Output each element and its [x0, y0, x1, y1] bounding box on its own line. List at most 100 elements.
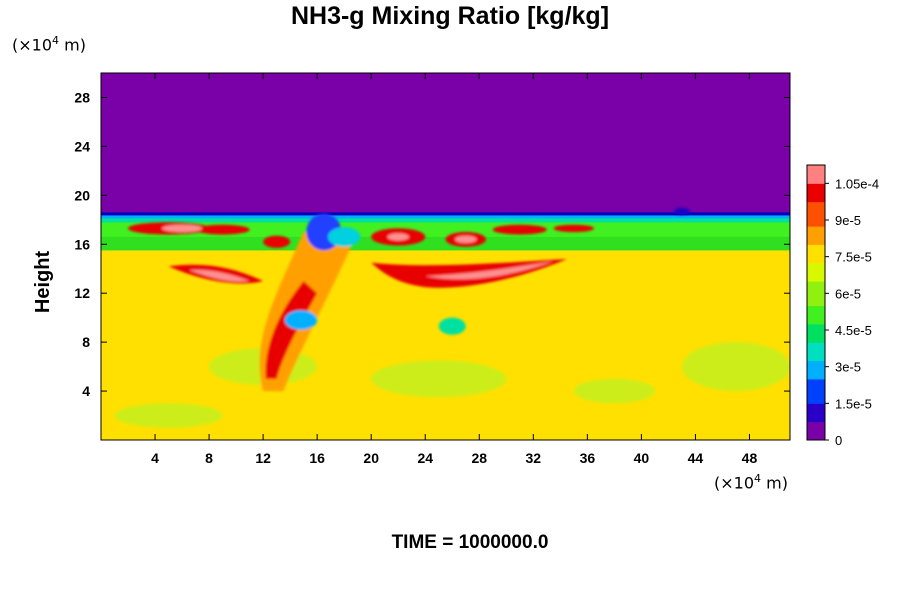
- band-patch-red: [195, 224, 250, 235]
- colorbar-tick-label: 0: [835, 433, 842, 448]
- colorbar-step: [807, 305, 825, 313]
- x-tick-label: 24: [417, 450, 433, 466]
- colorbar-tick-label: 1.05e-4: [835, 176, 879, 191]
- plume-red: [265, 280, 318, 379]
- colorbar-step: [807, 183, 825, 190]
- colorbar-tick-label: 6e-5: [835, 286, 861, 301]
- colorbar-tick-label: 4.5e-5: [835, 323, 872, 338]
- colorbar-step: [807, 330, 825, 337]
- colorbar-step: [807, 311, 825, 319]
- band-patch-red: [553, 224, 595, 233]
- colorbar-step: [807, 409, 825, 417]
- colorbar-step: [807, 378, 825, 386]
- left-streak-pink: [188, 269, 250, 282]
- colorbar-step: [807, 262, 825, 270]
- x-unit-label: (×104 m): [714, 472, 788, 493]
- low-teal: [438, 317, 466, 335]
- colorbar-step: [807, 171, 825, 178]
- colorbar-step: [807, 256, 825, 264]
- x-tick-label: 32: [526, 450, 542, 466]
- colorbar-step: [807, 293, 825, 300]
- notch: [673, 207, 691, 215]
- band-patch-red: [492, 224, 547, 235]
- light-patch: [114, 403, 223, 428]
- colorbar-tick-label: 3e-5: [835, 360, 861, 375]
- band-edge-teal: [101, 218, 790, 223]
- band-patch-pink: [454, 235, 477, 244]
- band-patch-pink: [161, 224, 203, 233]
- x-tick-label: 16: [309, 450, 325, 466]
- colorbar-tick-label: 9e-5: [835, 213, 861, 228]
- colorbar-step: [807, 323, 825, 331]
- colorbar-step: [807, 403, 825, 410]
- colorbar-step: [807, 201, 825, 209]
- y-tick-label: 8: [82, 334, 90, 350]
- time-label: TIME = 1000000.0: [391, 532, 549, 553]
- light-patch: [573, 378, 655, 404]
- colorbar-step: [807, 372, 825, 380]
- colorbar-step: [807, 348, 825, 355]
- band-edge-dark: [101, 212, 790, 216]
- y-tick-label: 4: [82, 383, 90, 399]
- colorbar-step: [807, 360, 825, 368]
- colorbar-step: [807, 317, 825, 325]
- colorbar-step: [807, 165, 825, 172]
- x-tick-label: 40: [634, 450, 650, 466]
- band-lower-green: [101, 236, 790, 251]
- anvil-pink: [425, 261, 554, 280]
- colorbar-step: [807, 287, 825, 294]
- plume-top-cyan: [327, 227, 361, 247]
- x-tick-label: 8: [205, 450, 213, 466]
- x-tick-label: 4: [151, 450, 159, 466]
- colorbar-step: [807, 195, 825, 203]
- x-tick-label: 28: [471, 450, 487, 466]
- band-patch-pink: [387, 233, 410, 241]
- colorbar-step: [807, 220, 825, 227]
- colorbar-step: [807, 281, 825, 288]
- band-patch-red: [263, 235, 291, 248]
- x-tick-label: 12: [255, 450, 271, 466]
- colorbar-tick-label: 1.5e-5: [835, 396, 872, 411]
- y-tick-label: 12: [74, 285, 90, 301]
- colorbar-step: [807, 433, 825, 441]
- colorbar-step: [807, 268, 825, 276]
- colorbar-step: [807, 336, 825, 343]
- y-tick-label: 28: [74, 89, 90, 105]
- plot-area: [101, 73, 790, 440]
- x-tick-label: 44: [688, 450, 704, 466]
- features: [114, 207, 790, 428]
- colorbar-step: [807, 415, 825, 423]
- colorbar-step: [807, 385, 825, 392]
- x-axis: 4 8 12 16 20 24 28 32 36 40 44 48: [151, 73, 757, 466]
- x-tick-label: 48: [742, 450, 758, 466]
- y-axis: 4 8 12 16 20 24 28: [74, 89, 790, 399]
- light-patch: [681, 342, 790, 392]
- colorbar-frame: [806, 164, 826, 441]
- chart-title: NH3-g Mixing Ratio [kg/kg]: [290, 2, 610, 30]
- x-tick-label: 20: [363, 450, 379, 466]
- colorbar-step: [807, 244, 825, 252]
- colorbar-step: [807, 189, 825, 197]
- colorbar-step: [807, 354, 825, 362]
- x-tick-label: 36: [580, 450, 596, 466]
- colorbar-tick-label: 7.5e-5: [835, 250, 872, 265]
- y-tick-label: 24: [74, 138, 90, 154]
- colorbar-step: [807, 391, 825, 398]
- colorbar-step: [807, 207, 825, 215]
- colorbar-step: [807, 421, 825, 429]
- y-tick-label: 20: [74, 187, 90, 203]
- colorbar-step: [807, 213, 825, 221]
- band-edge-cyan: [101, 215, 790, 219]
- colorbar-step: [807, 397, 825, 404]
- colorbar-step: [807, 177, 825, 184]
- colorbar-step: [807, 299, 825, 307]
- y-tick-label: 16: [74, 236, 90, 252]
- plume-cyan: [284, 310, 318, 330]
- colorbar-step: [807, 238, 825, 245]
- light-patch: [371, 360, 507, 398]
- y-unit-label: (×104 m): [12, 34, 86, 55]
- colorbar: 0 1.5e-5 3e-5 4.5e-5 6e-5 7.5e-5 9e-5 1.05e-4: [806, 164, 879, 448]
- colorbar-step: [807, 275, 825, 282]
- colorbar-step: [807, 232, 825, 239]
